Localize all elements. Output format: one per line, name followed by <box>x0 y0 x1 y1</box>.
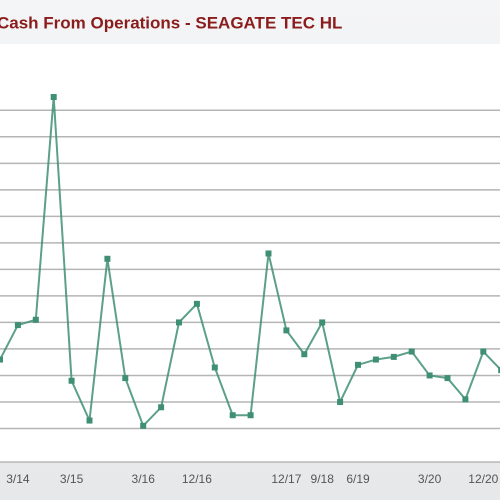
marker <box>283 327 290 334</box>
chart-title: Cash From Operations - SEAGATE TEC HL <box>0 13 342 32</box>
marker <box>265 250 272 257</box>
marker <box>426 372 433 379</box>
x-tick-label: 12/16 <box>182 472 212 486</box>
x-tick-label: 9/18 <box>311 472 335 486</box>
marker <box>50 94 57 101</box>
x-tick-label: 3/14 <box>6 472 30 486</box>
marker <box>32 316 39 323</box>
x-tick-label: 12/20 <box>468 472 498 486</box>
marker <box>390 353 397 360</box>
marker <box>301 351 308 358</box>
marker <box>480 348 487 355</box>
marker <box>462 396 469 403</box>
marker <box>229 412 236 419</box>
marker <box>211 364 218 371</box>
marker <box>372 356 379 363</box>
marker <box>355 361 361 368</box>
x-tick-label: 6/19 <box>346 472 370 486</box>
marker <box>247 412 254 419</box>
marker <box>86 417 93 424</box>
marker <box>104 255 111 262</box>
x-tick-label: 3/16 <box>132 472 156 486</box>
marker <box>140 422 147 429</box>
marker <box>176 319 182 326</box>
x-tick-label: 12/17 <box>271 472 301 486</box>
marker <box>122 375 129 382</box>
marker <box>498 367 500 374</box>
x-tick-label: 3/20 <box>418 472 442 486</box>
marker <box>337 398 344 405</box>
marker <box>0 356 3 363</box>
marker <box>444 375 451 382</box>
marker <box>193 300 200 307</box>
x-tick-label: 3/15 <box>60 472 84 486</box>
plot-area <box>0 44 500 462</box>
marker <box>14 322 21 329</box>
marker <box>319 319 326 326</box>
marker <box>68 377 75 384</box>
marker <box>408 348 415 355</box>
marker <box>158 404 165 411</box>
